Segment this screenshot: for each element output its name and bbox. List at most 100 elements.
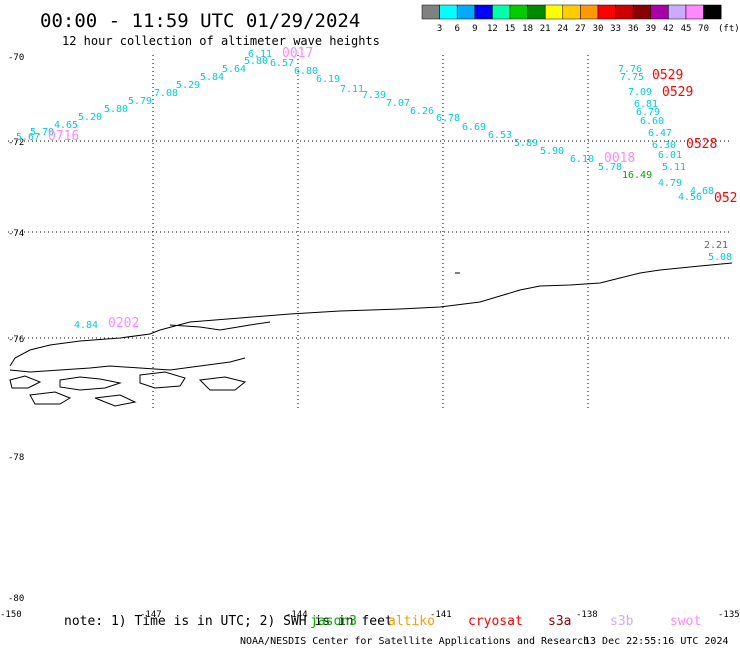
wave-height-label: 6.26 — [410, 106, 434, 117]
wave-height-label: 4.65 — [54, 120, 78, 131]
wave-height-label: 5.80 — [244, 56, 268, 67]
wave-height-label: 5.64 — [222, 64, 246, 75]
wave-height-label: 6.53 — [488, 130, 512, 141]
lat-label: -76 — [8, 335, 24, 345]
sat-swot: swot — [670, 614, 701, 629]
legend-label: 33 — [610, 24, 621, 34]
jason3-readings: 16.49 — [622, 170, 652, 181]
wave-height-label: 2.21 — [704, 240, 728, 251]
legend-label: 39 — [645, 24, 656, 34]
sat-cryosat: cryosat — [468, 614, 523, 629]
lat-label: -70 — [8, 53, 24, 63]
wave-height-label: 4.56 — [678, 192, 702, 203]
wave-height-label: 5.08 — [708, 252, 732, 263]
wave-height-label: 6.19 — [316, 74, 340, 85]
time-label: 0529 — [652, 68, 683, 83]
cryosat-time-labels: 0529 0529 0528 052 — [652, 68, 737, 206]
timestamp-text: 13 Dec 22:55:16 UTC 2024 — [584, 636, 729, 647]
lat-label: -78 — [8, 453, 24, 463]
legend-swatch — [527, 4, 546, 20]
lon-label: -147 — [140, 610, 162, 620]
legend-label: 30 — [593, 24, 604, 34]
time-label: 0017 — [282, 46, 313, 61]
wave-height-label: 7.07 — [386, 98, 410, 109]
wave-height-label: 5.78 — [598, 162, 622, 173]
wave-height-label: 5.70 — [30, 127, 54, 138]
wave-height-label: 6.57 — [270, 58, 294, 69]
legend-label: 27 — [575, 24, 586, 34]
wave-height-label: 6.79 — [636, 107, 660, 118]
legend-swatch — [439, 4, 458, 20]
wave-height-label: 5.90 — [540, 146, 564, 157]
wave-height-label: 7.11 — [340, 84, 364, 95]
wave-height-label: 6.10 — [570, 154, 594, 165]
wave-height-readings: 5.675.704.655.205.805.797.085.295.845.64… — [16, 49, 732, 331]
map-grid — [8, 55, 732, 408]
wave-height-label: 6.11 — [248, 49, 272, 60]
wave-height-label: 5.11 — [662, 162, 686, 173]
legend-swatch — [668, 4, 687, 20]
wave-height-label: 7.09 — [628, 87, 652, 98]
legend-swatch — [632, 4, 652, 20]
legend-label: 36 — [628, 24, 639, 34]
legend-swatch — [615, 4, 634, 20]
legend-label: 9 — [472, 24, 477, 34]
wave-height-label: 6.69 — [462, 122, 486, 133]
sat-altiko: altiko — [388, 614, 435, 629]
wave-height-label: 5.79 — [128, 96, 152, 107]
wave-height-label: 7.39 — [362, 90, 386, 101]
swot-time-labels: 0017 0716 0018 0202 — [48, 46, 635, 331]
credit-text: NOAA/NESDIS Center for Satellite Applica… — [240, 636, 589, 647]
legend-swatch — [456, 4, 476, 20]
legend-swatch — [474, 4, 493, 20]
wave-height-legend-labels: 3 6 9 12 15 18 21 24 27 30 33 36 39 42 45 70 (ft) — [437, 24, 740, 34]
wave-height-label: 4.68 — [690, 186, 714, 197]
lat-label: -72 — [8, 138, 24, 148]
wave-height-label: 6.30 — [652, 140, 676, 151]
wave-height-label: 5.20 — [78, 112, 102, 123]
wave-height-label: 6.01 — [658, 150, 682, 161]
wave-height-label: 6.47 — [648, 128, 672, 139]
legend-label: 24 — [557, 24, 568, 34]
map-title: 00:00 - 11:59 UTC 01/29/2024 — [40, 10, 360, 32]
legend-swatch — [580, 4, 599, 20]
wave-height-label: 6.78 — [436, 113, 460, 124]
legend-swatch — [544, 4, 564, 20]
time-label: 0716 — [48, 129, 79, 144]
wave-height-label: 5.84 — [200, 72, 224, 83]
legend-swatch — [650, 4, 669, 20]
lon-label: -138 — [576, 610, 598, 620]
lon-label: -144 — [286, 610, 308, 620]
wave-height-label: 7.76 — [618, 64, 642, 75]
lon-label: -135 — [718, 610, 740, 620]
sat-s3a: s3a — [548, 614, 571, 629]
time-label: 052 — [714, 191, 737, 206]
lon-label: -150 — [0, 610, 22, 620]
legend-swatch — [421, 4, 440, 20]
map-subtitle: 12 hour collection of altimeter wave hei… — [62, 34, 380, 48]
legend-label: 12 — [487, 24, 498, 34]
wave-height-label: 5.80 — [104, 104, 128, 115]
legend-swatch — [703, 4, 722, 20]
legend-swatch — [562, 4, 581, 20]
legend-swatch — [685, 4, 704, 20]
lat-label: -74 — [8, 229, 24, 239]
other-readings: 2.21 — [704, 240, 728, 251]
legend-label: 42 — [663, 24, 674, 34]
sat-s3b: s3b — [610, 614, 634, 629]
wave-height-label: 6.80 — [294, 66, 318, 77]
wave-height-label: 7.08 — [154, 88, 178, 99]
time-label: 0018 — [604, 151, 635, 166]
coastline — [9, 262, 733, 407]
wave-height-label: 6.81 — [634, 99, 658, 110]
wave-height-legend — [421, 4, 722, 20]
time-label: 0528 — [686, 137, 717, 152]
legend-unit: (ft) — [718, 24, 740, 34]
wave-height-label: 5.89 — [514, 138, 538, 149]
legend-label: 15 — [505, 24, 516, 34]
legend-label: 3 — [437, 24, 442, 34]
legend-label: 70 — [698, 24, 709, 34]
wave-height-label: 4.79 — [658, 178, 682, 189]
legend-label: 21 — [540, 24, 551, 34]
legend-label: 6 — [454, 24, 459, 34]
